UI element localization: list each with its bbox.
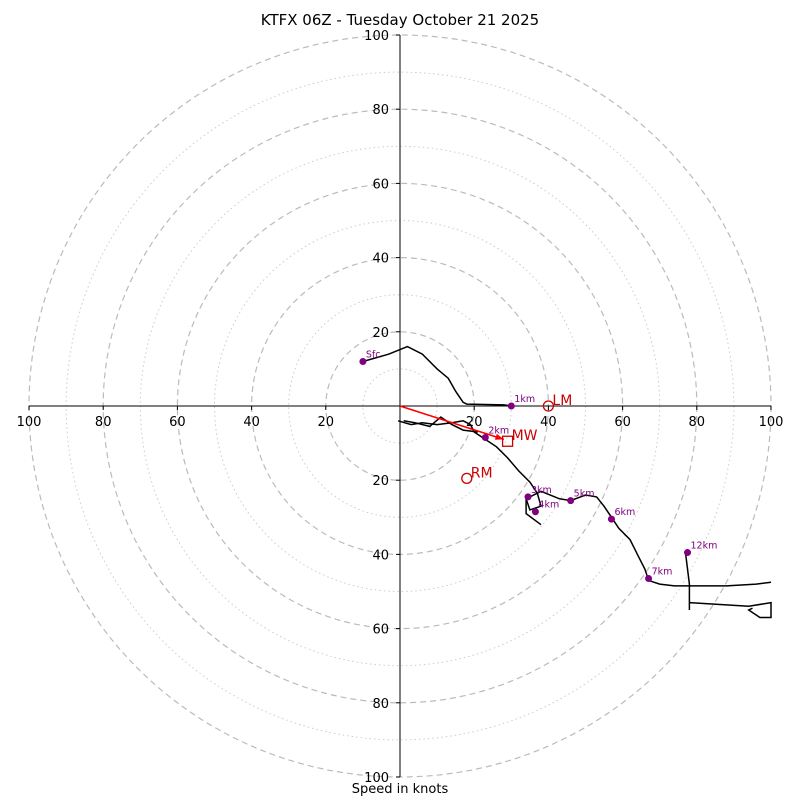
x-tick-label: 100 bbox=[17, 415, 42, 430]
storm-motion-label-RM: RM bbox=[471, 465, 493, 481]
x-tick-label: 80 bbox=[95, 415, 112, 430]
hodograph-segment-0 bbox=[403, 416, 478, 433]
hodograph-segment-1 bbox=[525, 498, 542, 526]
x-tick-label: 80 bbox=[689, 415, 706, 430]
hodograph-upper-trace bbox=[362, 345, 512, 407]
storm-motion-marker-LM bbox=[542, 400, 555, 412]
height-label-1km: 1km bbox=[514, 394, 535, 405]
height-marker-12km bbox=[684, 549, 692, 557]
y-tick-label: 80 bbox=[372, 697, 389, 712]
height-marker-1km bbox=[507, 402, 515, 410]
hodograph-line bbox=[397, 420, 772, 587]
height-label-12km: 12km bbox=[691, 541, 718, 552]
height-marker-6km bbox=[607, 515, 615, 523]
height-marker-5km bbox=[567, 497, 575, 505]
height-label-6km: 6km bbox=[614, 507, 635, 518]
storm-motion-label-MW: MW bbox=[512, 428, 538, 444]
y-tick-label: 20 bbox=[372, 326, 389, 341]
height-marker-2km bbox=[481, 434, 489, 442]
storm-motion-marker-MW bbox=[501, 435, 514, 447]
x-tick-label: 60 bbox=[614, 415, 631, 430]
x-tick-label: 40 bbox=[243, 415, 260, 430]
y-tick-label: 80 bbox=[372, 103, 389, 118]
x-tick-label: 20 bbox=[466, 415, 483, 430]
x-tick-label: 60 bbox=[169, 415, 186, 430]
height-label-2km: 2km bbox=[488, 426, 509, 437]
height-marker-Sfc bbox=[359, 357, 367, 365]
height-label-5km: 5km bbox=[574, 489, 595, 500]
y-tick-label: 40 bbox=[372, 252, 389, 267]
x-axis-label: Speed in knots bbox=[351, 782, 449, 797]
height-marker-3km bbox=[524, 493, 532, 501]
height-marker-4km bbox=[531, 508, 539, 516]
height-label-3km: 3km bbox=[531, 485, 552, 496]
storm-motion-label-LM: LM bbox=[552, 393, 572, 409]
y-tick-label: 20 bbox=[372, 474, 389, 489]
y-tick-label: 40 bbox=[372, 548, 389, 563]
height-label-7km: 7km bbox=[652, 567, 673, 578]
x-tick-label: 20 bbox=[318, 415, 335, 430]
hodograph-segment-3 bbox=[689, 601, 772, 619]
y-tick-label: 60 bbox=[372, 623, 389, 638]
x-tick-label: 40 bbox=[540, 415, 557, 430]
y-tick-label: 100 bbox=[364, 771, 389, 786]
storm-motion-marker-RM bbox=[461, 472, 473, 484]
height-label-4km: 4km bbox=[538, 500, 559, 511]
shear-vector-arrowhead bbox=[494, 433, 504, 440]
y-tick-label: 100 bbox=[364, 29, 389, 44]
shear-vector bbox=[399, 405, 505, 441]
y-tick-label: 60 bbox=[372, 177, 389, 192]
hodograph-segment-2 bbox=[684, 554, 691, 610]
x-tick-label: 100 bbox=[759, 415, 784, 430]
height-label-Sfc: Sfc bbox=[366, 349, 381, 360]
chart-title: KTFX 06Z - Tuesday October 21 2025 bbox=[260, 11, 540, 29]
height-marker-7km bbox=[645, 575, 653, 583]
